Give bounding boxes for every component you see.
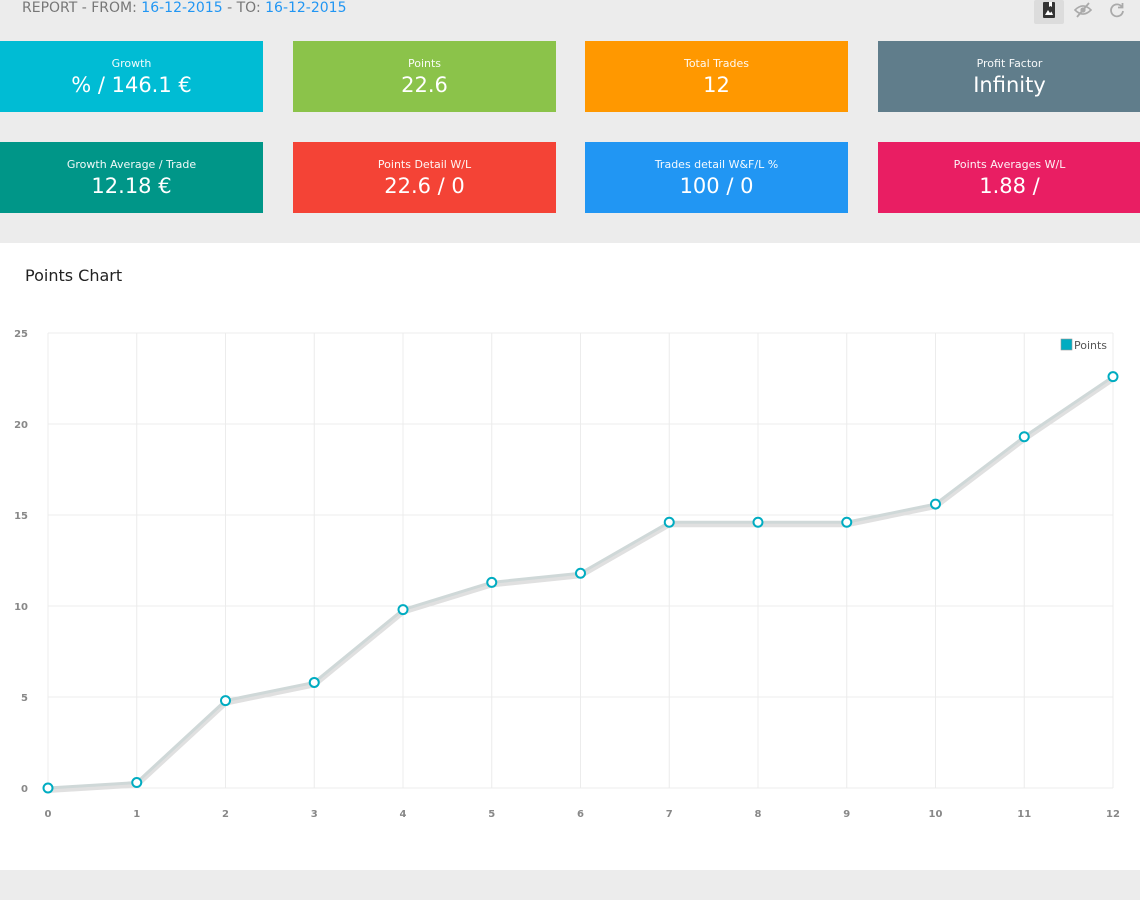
- data-point: [930, 498, 941, 510]
- legend-swatch: [1060, 338, 1073, 351]
- x-tick-label: 10: [929, 809, 943, 820]
- tile-label: Growth: [111, 57, 152, 70]
- tile-label: Profit Factor: [976, 57, 1043, 70]
- tile-value: Infinity: [973, 73, 1046, 97]
- tile-label: Points: [407, 57, 442, 70]
- data-point: [220, 695, 231, 707]
- image-bookmark-icon: [1040, 1, 1058, 23]
- x-tick-label: 3: [311, 809, 318, 820]
- tile-points: Points 22.6: [293, 41, 556, 112]
- tile-value: 100 / 0: [679, 174, 754, 198]
- x-tick-label: 9: [843, 809, 850, 820]
- data-point: [397, 604, 409, 616]
- data-point: [841, 516, 853, 528]
- y-tick-label: 20: [14, 420, 28, 431]
- data-point: [1107, 371, 1119, 383]
- report-prefix: REPORT - FROM:: [22, 0, 142, 16]
- x-tick-label: 5: [488, 809, 495, 820]
- from-date[interactable]: 16-12-2015: [141, 0, 223, 16]
- refresh-button[interactable]: [1102, 0, 1132, 24]
- legend-label: Points: [1074, 339, 1107, 352]
- refresh-icon: [1108, 1, 1126, 23]
- y-tick-label: 0: [21, 784, 28, 795]
- tile-points-averages: Points Averages W/L 1.88 /: [878, 142, 1140, 213]
- tile-points-detail: Points Detail W/L 22.6 / 0: [293, 142, 556, 213]
- tile-label: Trades detail W&F/L %: [654, 158, 779, 171]
- x-tick-label: 11: [1017, 809, 1031, 820]
- tile-value: 22.6: [401, 73, 448, 97]
- tile-label: Points Averages W/L: [953, 158, 1066, 171]
- to-separator: - TO:: [222, 0, 266, 16]
- tile-label: Points Detail W/L: [377, 158, 472, 171]
- tile-growth: Growth % / 146.1 €: [0, 41, 263, 112]
- data-point: [308, 676, 320, 688]
- tile-value: 12.18 €: [91, 174, 172, 198]
- tile-value: 12: [703, 73, 730, 97]
- report-header: REPORT - FROM: 16-12-2015 - TO: 16-12-20…: [0, 0, 1140, 28]
- data-point: [752, 516, 764, 528]
- x-tick-label: 1: [133, 809, 140, 820]
- tile-growth-average: Growth Average / Trade 12.18 €: [0, 142, 263, 213]
- toolbar: [1034, 0, 1132, 24]
- panel-title: Points Chart: [25, 266, 123, 285]
- x-tick-label: 7: [666, 809, 673, 820]
- points-chart-panel: 0 5 10 15 20 25 0 1 2 3 4 5 6 7 8 9 10 11 12 Points Points …: [0, 243, 1140, 870]
- y-tick-label: 5: [21, 693, 28, 704]
- eye-off-icon: [1073, 1, 1093, 23]
- data-point: [131, 777, 143, 789]
- tile-value: 22.6 / 0: [384, 174, 465, 198]
- y-tick-label: 25: [14, 329, 28, 340]
- report-range: REPORT - FROM: 16-12-2015 - TO: 16-12-20…: [22, 0, 347, 16]
- tile-profit-factor: Profit Factor Infinity: [878, 41, 1140, 112]
- tile-value: % / 146.1 €: [71, 73, 192, 97]
- data-point: [575, 567, 586, 579]
- tile-total-trades: Total Trades 12: [585, 41, 848, 112]
- x-tick-label: 2: [222, 809, 229, 820]
- tile-label: Growth Average / Trade: [66, 158, 197, 171]
- x-tick-label: 6: [577, 809, 584, 820]
- data-point: [42, 782, 54, 794]
- x-tick-label: 12: [1106, 809, 1120, 820]
- y-tick-label: 15: [14, 511, 28, 522]
- image-bookmark-button[interactable]: [1034, 0, 1064, 24]
- data-point: [1018, 431, 1030, 443]
- y-tick-label: 10: [14, 602, 28, 613]
- data-point: [663, 516, 675, 528]
- toggle-visibility-button[interactable]: [1068, 0, 1098, 24]
- x-tick-label: 8: [755, 809, 762, 820]
- x-tick-label: 4: [400, 809, 407, 820]
- tile-label: Total Trades: [683, 57, 750, 70]
- tile-value: 1.88 /: [979, 174, 1040, 198]
- data-point: [486, 576, 498, 588]
- x-tick-label: 0: [45, 809, 52, 820]
- to-date[interactable]: 16-12-2015: [265, 0, 347, 16]
- tile-trades-detail: Trades detail W&F/L % 100 / 0: [585, 142, 848, 213]
